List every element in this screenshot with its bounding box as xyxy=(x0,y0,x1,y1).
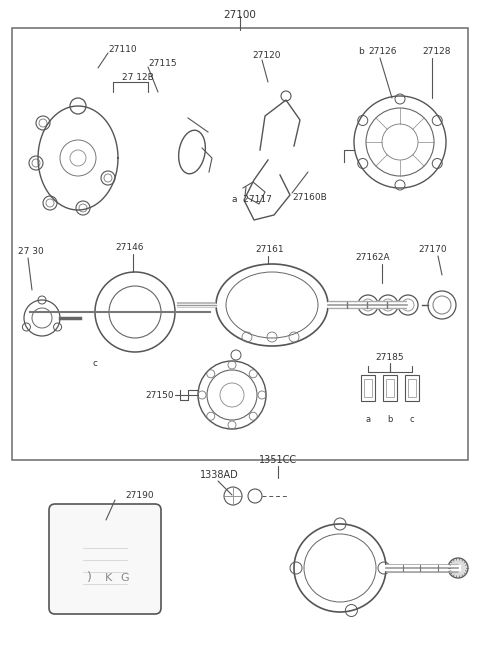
Text: c: c xyxy=(93,359,97,367)
Text: b: b xyxy=(358,47,364,57)
Text: 27126: 27126 xyxy=(368,47,396,57)
Bar xyxy=(408,379,416,397)
Bar xyxy=(386,379,394,397)
Bar xyxy=(364,379,372,397)
Bar xyxy=(405,375,419,401)
Text: a  27117: a 27117 xyxy=(232,196,272,204)
Text: G: G xyxy=(120,573,129,583)
Text: 27161: 27161 xyxy=(255,246,284,254)
Text: 27100: 27100 xyxy=(224,10,256,20)
FancyBboxPatch shape xyxy=(49,504,161,614)
Text: 27 30: 27 30 xyxy=(18,248,44,256)
Text: a: a xyxy=(365,415,371,424)
Text: 1351CC: 1351CC xyxy=(259,455,297,465)
Text: 27185: 27185 xyxy=(376,353,404,361)
Bar xyxy=(383,375,397,401)
Text: 27146: 27146 xyxy=(115,244,144,252)
Text: 27162A: 27162A xyxy=(355,254,390,263)
Text: 1338AD: 1338AD xyxy=(200,470,239,480)
Text: 27120: 27120 xyxy=(252,51,280,60)
Bar xyxy=(361,375,375,401)
Text: 27170: 27170 xyxy=(418,246,446,254)
Text: 27 12B: 27 12B xyxy=(122,74,154,83)
Text: b: b xyxy=(387,415,393,424)
Bar xyxy=(12,28,468,460)
Circle shape xyxy=(448,558,468,578)
Text: ): ) xyxy=(86,572,91,585)
Text: 27128: 27128 xyxy=(422,47,451,57)
Text: 27160B: 27160B xyxy=(292,193,327,202)
Text: 27150: 27150 xyxy=(145,390,174,399)
Text: 27190: 27190 xyxy=(125,491,154,499)
Text: 27115: 27115 xyxy=(148,58,177,68)
Text: c: c xyxy=(410,415,414,424)
Text: K: K xyxy=(106,573,113,583)
Text: 27110: 27110 xyxy=(108,45,137,55)
